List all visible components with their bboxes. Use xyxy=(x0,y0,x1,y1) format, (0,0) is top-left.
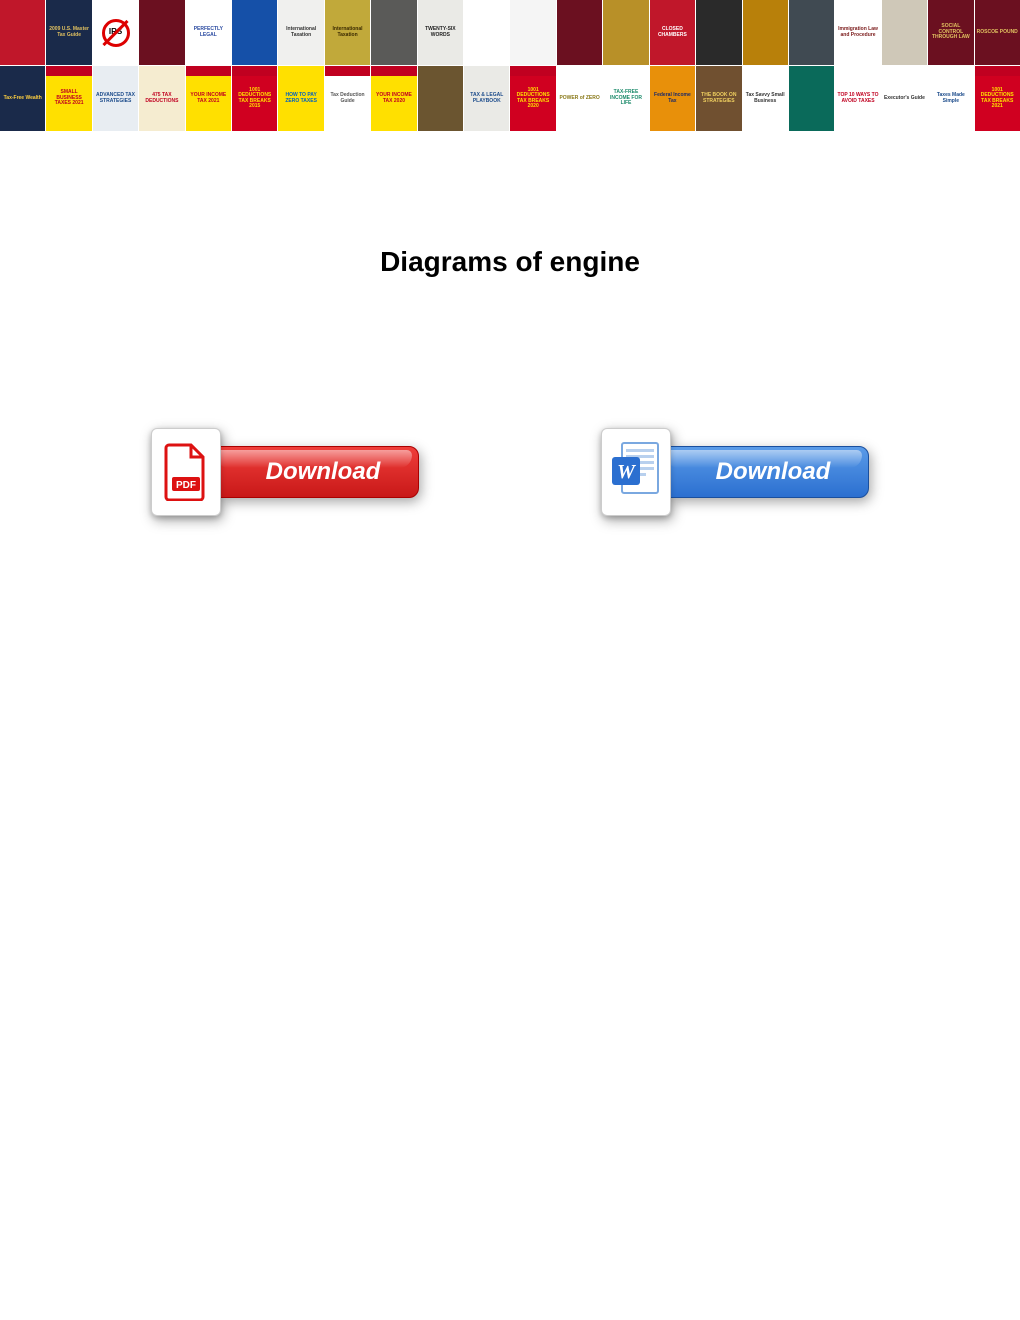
book-cover: 1001 DEDUCTIONS TAX BREAKS 2015 xyxy=(232,66,277,131)
book-cover: Taxes Made Simple xyxy=(928,66,973,131)
book-cover: 1001 DEDUCTIONS TAX BREAKS 2020 xyxy=(510,66,555,131)
download-pdf-label: Download xyxy=(209,446,419,498)
book-cover: 475 TAX DEDUCTIONS xyxy=(139,66,184,131)
book-cover: TAX & LEGAL PLAYBOOK xyxy=(464,66,509,131)
book-cover xyxy=(371,0,416,65)
book-cover: THE BOOK ON STRATEGIES xyxy=(696,66,741,131)
book-cover xyxy=(882,0,927,65)
book-cover: International Taxation xyxy=(278,0,323,65)
book-cover: Tax Savvy Small Business xyxy=(743,66,788,131)
book-cover: TAX-FREE INCOME FOR LIFE xyxy=(603,66,648,131)
book-cover xyxy=(510,0,555,65)
book-row-2: Tax-Free WealthSMALL BUSINESS TAXES 2021… xyxy=(0,66,1020,131)
pdf-icon: PDF xyxy=(151,428,221,516)
book-cover-strip: 2009 U.S. Master Tax GuideIRS PERFECTLY L… xyxy=(0,0,1020,131)
download-doc-label: Download xyxy=(659,446,869,498)
book-cover: Immigration Law and Procedure xyxy=(835,0,880,65)
book-cover xyxy=(789,66,834,131)
book-cover: SOCIAL CONTROL THROUGH LAW xyxy=(928,0,973,65)
book-cover: POWER of ZERO xyxy=(557,66,602,131)
book-cover: HOW TO PAY ZERO TAXES xyxy=(278,66,323,131)
svg-text:PDF: PDF xyxy=(176,480,196,491)
book-cover xyxy=(743,0,788,65)
book-cover: YOUR INCOME TAX 2021 xyxy=(186,66,231,131)
book-row-1: 2009 U.S. Master Tax GuideIRS PERFECTLY L… xyxy=(0,0,1020,65)
book-cover: TOP 10 WAYS TO AVOID TAXES xyxy=(835,66,880,131)
book-cover: YOUR INCOME TAX 2020 xyxy=(371,66,416,131)
book-cover: 2009 U.S. Master Tax Guide xyxy=(46,0,91,65)
page-title: Diagrams of engine xyxy=(0,246,1020,278)
word-doc-icon: W xyxy=(601,428,671,516)
book-cover xyxy=(232,0,277,65)
book-cover xyxy=(464,0,509,65)
book-cover: Executor's Guide xyxy=(882,66,927,131)
book-cover: TWENTY-SIX WORDS xyxy=(418,0,463,65)
book-cover: CLOSED CHAMBERS xyxy=(650,0,695,65)
book-cover: Tax Deduction Guide xyxy=(325,66,370,131)
book-cover xyxy=(0,0,45,65)
book-cover: PERFECTLY LEGAL xyxy=(186,0,231,65)
book-cover: IRS xyxy=(93,0,138,65)
book-cover: SMALL BUSINESS TAXES 2021 xyxy=(46,66,91,131)
book-cover xyxy=(696,0,741,65)
book-cover: International Taxation xyxy=(325,0,370,65)
book-cover: 1001 DEDUCTIONS TAX BREAKS 2021 xyxy=(975,66,1020,131)
book-cover: ROSCOE POUND xyxy=(975,0,1020,65)
book-cover xyxy=(789,0,834,65)
book-cover xyxy=(139,0,184,65)
book-cover: ADVANCED TAX STRATEGIES xyxy=(93,66,138,131)
svg-text:W: W xyxy=(617,461,636,483)
book-cover xyxy=(603,0,648,65)
download-doc-button[interactable]: W Download xyxy=(601,428,869,516)
book-cover: Federal Income Tax xyxy=(650,66,695,131)
book-cover: Tax-Free Wealth xyxy=(0,66,45,131)
book-cover xyxy=(418,66,463,131)
download-pdf-button[interactable]: PDF Download xyxy=(151,428,419,516)
download-buttons-container: PDF Download W Download xyxy=(0,428,1020,516)
book-cover xyxy=(557,0,602,65)
